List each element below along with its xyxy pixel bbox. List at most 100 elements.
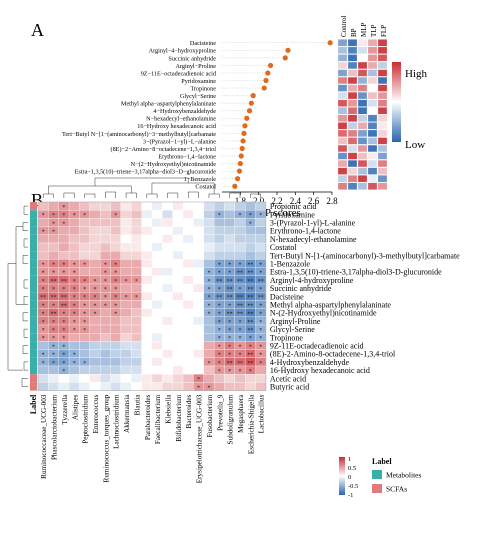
heatmap-cell <box>162 316 173 326</box>
heatmap-cell <box>110 316 122 326</box>
heatmap-cell <box>162 234 173 244</box>
heatmap-cell <box>131 267 142 276</box>
heatmap-legend-tick: 1 <box>348 456 351 463</box>
heatmap-cell <box>100 374 111 383</box>
heatmap-cell <box>131 210 142 219</box>
heatmap-cell <box>141 275 153 285</box>
significance-marker: ** <box>247 279 253 285</box>
vip-heat-cell <box>357 137 368 145</box>
heatmap-cell <box>193 242 204 252</box>
row-dendrogram-branch <box>22 312 28 322</box>
heatmap-cell <box>245 374 256 383</box>
heatmap-cell <box>193 300 204 309</box>
heatmap-legend-tick: -1 <box>348 492 353 499</box>
vip-point <box>232 183 238 189</box>
heatmap-cell <box>151 226 163 235</box>
significance-marker: * <box>52 262 55 268</box>
significance-marker: * <box>114 303 117 309</box>
heatmap-cell <box>172 251 184 260</box>
vip-heat-cell <box>377 99 388 107</box>
heatmap-cell <box>131 201 142 211</box>
heatmap-cell <box>213 242 225 252</box>
vip-point <box>237 160 243 167</box>
heatmap-cell <box>172 226 184 235</box>
heatmap-cell <box>224 251 235 260</box>
heatmap-cell <box>182 333 194 342</box>
heatmap-cell <box>79 242 90 252</box>
significance-marker: * <box>249 213 252 219</box>
vip-heat-cell <box>357 69 368 77</box>
vip-point <box>240 138 246 144</box>
significance-marker: ** <box>258 279 264 285</box>
vip-feature-label: Estra−1,3,5(10)−triene−3,17alpha−diol3−D… <box>75 169 217 176</box>
heatmap-cell <box>68 242 80 252</box>
vip-feature-label: Dacisteine <box>190 40 216 47</box>
significance-marker: * <box>207 287 210 293</box>
significance-marker: * <box>239 262 242 268</box>
significance-marker: * <box>114 262 117 268</box>
heatmap-cell <box>141 382 153 391</box>
vip-heat-cell <box>367 77 378 85</box>
significance-marker: * <box>239 336 242 342</box>
heatmap-cell <box>162 333 173 342</box>
heatmap-cell <box>234 201 246 211</box>
vip-color-legend-bar <box>392 62 401 142</box>
row-type-annotation <box>30 300 37 309</box>
heatmap-cell <box>234 226 246 235</box>
heatmap-cell <box>131 374 142 383</box>
heatmap-cell <box>110 324 122 334</box>
column-dendrogram-branch <box>229 192 241 198</box>
vip-feature-label: Succinic anhydride <box>168 55 216 62</box>
heatmap-cell <box>100 234 111 244</box>
heatmap-cell <box>131 333 142 342</box>
heatmap-cell <box>172 242 184 252</box>
vip-heat-cell <box>357 145 368 152</box>
heatmap-cell <box>193 308 204 317</box>
label-legend-title: Label <box>372 457 392 466</box>
heatmap-cell <box>151 259 163 268</box>
heatmap-column-label: Bifidobacterium <box>175 394 183 442</box>
heatmap-cell <box>224 226 235 235</box>
heatmap-row-label: Erythrono-1,4-lactone <box>270 227 341 236</box>
heatmap-cell <box>131 324 142 334</box>
vip-heat-cell <box>337 137 348 145</box>
vip-heat-cell <box>367 92 378 100</box>
row-type-annotation <box>30 202 37 211</box>
vip-heat-cell <box>347 92 358 100</box>
heatmap-row-label: Acetic acid <box>270 374 306 383</box>
heatmap-cell <box>224 382 235 391</box>
heatmap-cell <box>120 242 132 252</box>
vip-heat-cell <box>347 46 358 54</box>
label-legend-swatch <box>372 470 382 479</box>
heatmap-cell <box>193 283 204 293</box>
heatmap-column-label: Ruminococcus_torques_group <box>102 394 110 482</box>
heatmap-cell <box>255 365 267 375</box>
significance-marker: ** <box>227 295 233 301</box>
heatmap-column-label: Megasphaera <box>237 394 245 433</box>
row-dendrogram-branch <box>23 238 28 248</box>
heatmap-cell <box>182 292 194 301</box>
heatmap-cell <box>100 341 111 350</box>
heatmap-row-label: Arginyl-Proline <box>270 317 321 326</box>
vip-heat-cell <box>377 69 388 77</box>
row-dendrogram-branch <box>23 205 28 215</box>
significance-marker: * <box>228 262 231 268</box>
heatmap-column-label: Ruminococcaceae_UCG-003 <box>40 394 48 479</box>
heatmap-cell <box>213 374 225 383</box>
vip-heat-cell <box>377 145 388 152</box>
significance-marker: * <box>197 385 200 391</box>
vip-heat-cell <box>347 61 358 69</box>
significance-marker: * <box>125 295 128 301</box>
heatmap-cell <box>182 259 194 268</box>
heatmap-cell <box>245 242 256 252</box>
significance-marker: * <box>42 336 45 342</box>
heatmap-cell <box>100 201 111 211</box>
row-type-annotation <box>30 259 37 268</box>
heatmap-cell <box>255 201 267 211</box>
heatmap-cell <box>255 251 267 260</box>
heatmap-cell <box>213 218 225 227</box>
heatmap-cell <box>79 218 90 227</box>
vip-heat-cell <box>357 160 368 168</box>
column-dendrogram-branch <box>42 193 54 198</box>
heatmap-cell <box>182 316 194 326</box>
